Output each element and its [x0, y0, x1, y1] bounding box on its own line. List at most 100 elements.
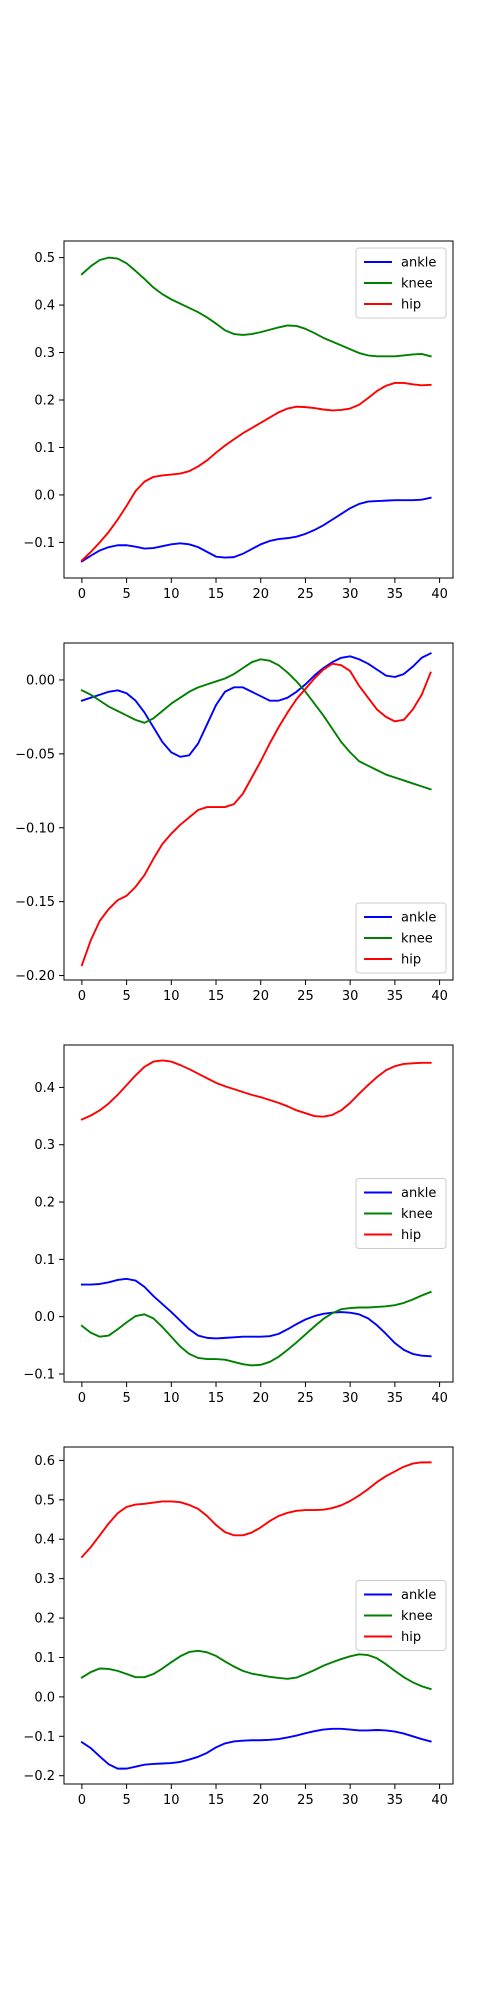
x-tick-label: 35	[387, 989, 404, 1004]
axes-frame	[63, 1044, 454, 1383]
x-tick-label: 5	[122, 587, 130, 602]
y-tick-label: 0.2	[34, 1196, 55, 1211]
y-tick-label: −0.2	[23, 1769, 55, 1784]
y-tick-label: −0.15	[15, 895, 55, 910]
chart-panel-1: 0 5 10 15 20 25 30 35 40 −0.1 0.0 0.1 0.2 0.3 0.4 0.5 an…	[23, 240, 454, 602]
y-tick-label: 0.0	[34, 1310, 55, 1325]
x-tick-label: 25	[297, 587, 314, 602]
x-tick-label: 40	[431, 587, 448, 602]
legend-box	[355, 1580, 447, 1651]
y-tick-label: 0.5	[34, 251, 55, 266]
axes-frame	[63, 240, 454, 579]
legend-box	[355, 1178, 447, 1249]
x-tick-label: 10	[163, 587, 180, 602]
series-line-hip	[80, 662, 432, 967]
x-tick-label: 15	[208, 1793, 225, 1808]
x-tick-label: 20	[252, 1391, 269, 1406]
x-tick-label: 5	[122, 1793, 130, 1808]
legend: ankle knee hip	[355, 247, 447, 319]
x-tick-label: 0	[78, 1793, 86, 1808]
legend: ankle knee hip	[355, 1580, 447, 1651]
x-tick-label: 25	[297, 1391, 314, 1406]
series-line-knee	[80, 1649, 432, 1691]
x-tick-label: 35	[387, 1391, 404, 1406]
series-line-knee	[80, 1290, 432, 1367]
y-tick-label: −0.20	[15, 969, 55, 984]
x-tick-label: 0	[78, 587, 86, 602]
y-tick-label: 0.00	[26, 673, 55, 688]
y-tick-label: 0.2	[34, 394, 55, 409]
x-tick-label: 5	[122, 1391, 130, 1406]
x-tick-label: 20	[252, 989, 269, 1004]
legend-label-ankle: ankle	[401, 911, 436, 926]
y-tick-label: −0.05	[15, 747, 55, 762]
series-line-ankle	[80, 652, 432, 758]
x-tick-label: 30	[342, 989, 359, 1004]
legend-box	[355, 902, 447, 974]
y-tick-label: −0.1	[23, 536, 55, 551]
legend-box	[355, 247, 447, 319]
axes-frame	[63, 642, 454, 981]
legend-label-hip: hip	[401, 1228, 421, 1243]
series-line-ankle	[80, 496, 432, 563]
y-tick-label: 0.1	[34, 441, 55, 456]
chart-panel-3: 0 5 10 15 20 25 30 35 40 −0.1 0.0 0.1 0.2 0.3 0.4 ankle…	[23, 1044, 454, 1406]
x-tick-label: 35	[387, 587, 404, 602]
series-line-ankle	[80, 1727, 432, 1770]
x-tick-label: 30	[342, 587, 359, 602]
series-line-knee	[80, 256, 432, 358]
x-tick-label: 15	[208, 587, 225, 602]
series-line-knee	[80, 658, 432, 791]
y-tick-label: 0.3	[34, 1138, 55, 1153]
axes-frame	[63, 1446, 454, 1785]
legend-label-ankle: ankle	[401, 256, 436, 271]
chart-panel-4: 0 5 10 15 20 25 30 35 40 −0.2 −0.1 0.0 0.1 0.2 0.3 0.4 0…	[23, 1446, 454, 1808]
x-tick-label: 30	[342, 1391, 359, 1406]
legend: ankle knee hip	[355, 1178, 447, 1249]
y-tick-label: 0.5	[34, 1493, 55, 1508]
legend-label-hip: hip	[401, 298, 421, 313]
y-tick-label: −0.10	[15, 821, 55, 836]
legend-label-knee: knee	[401, 1609, 433, 1624]
x-tick-label: 25	[297, 989, 314, 1004]
legend: ankle knee hip	[355, 902, 447, 974]
chart-panel-2: 0 5 10 15 20 25 30 35 40 −0.20 −0.15 −0.10 −0.05 0.00…	[15, 642, 454, 1004]
legend-label-ankle: ankle	[401, 1588, 436, 1603]
x-tick-label: 5	[122, 989, 130, 1004]
legend-label-knee: knee	[401, 277, 433, 292]
y-tick-label: 0.3	[34, 346, 55, 361]
y-tick-label: 0.4	[34, 299, 55, 314]
x-tick-label: 20	[252, 1793, 269, 1808]
x-tick-label: 40	[431, 1793, 448, 1808]
y-tick-label: 0.2	[34, 1612, 55, 1627]
legend-label-knee: knee	[401, 932, 433, 947]
x-tick-label: 40	[431, 1391, 448, 1406]
x-tick-label: 15	[208, 1391, 225, 1406]
y-tick-label: −0.1	[23, 1730, 55, 1745]
x-tick-label: 20	[252, 587, 269, 602]
y-tick-label: −0.1	[23, 1367, 55, 1382]
legend-label-hip: hip	[401, 1630, 421, 1645]
x-tick-label: 25	[297, 1793, 314, 1808]
x-tick-label: 40	[431, 989, 448, 1004]
y-tick-label: 0.6	[34, 1454, 55, 1469]
x-tick-label: 35	[387, 1793, 404, 1808]
y-tick-label: 0.1	[34, 1253, 55, 1268]
x-tick-label: 10	[163, 989, 180, 1004]
series-line-hip	[80, 1461, 432, 1559]
legend-label-knee: knee	[401, 1207, 433, 1222]
x-tick-label: 10	[163, 1793, 180, 1808]
y-tick-label: 0.0	[34, 1690, 55, 1705]
x-tick-label: 10	[163, 1391, 180, 1406]
legend-label-ankle: ankle	[401, 1186, 436, 1201]
series-line-hip	[80, 381, 432, 562]
x-tick-label: 30	[342, 1793, 359, 1808]
series-line-ankle	[80, 1277, 432, 1358]
x-tick-label: 15	[208, 989, 225, 1004]
series-line-hip	[80, 1059, 432, 1121]
y-tick-label: 0.0	[34, 488, 55, 503]
y-tick-label: 0.3	[34, 1572, 55, 1587]
y-tick-label: 0.4	[34, 1533, 55, 1548]
x-tick-label: 0	[78, 1391, 86, 1406]
